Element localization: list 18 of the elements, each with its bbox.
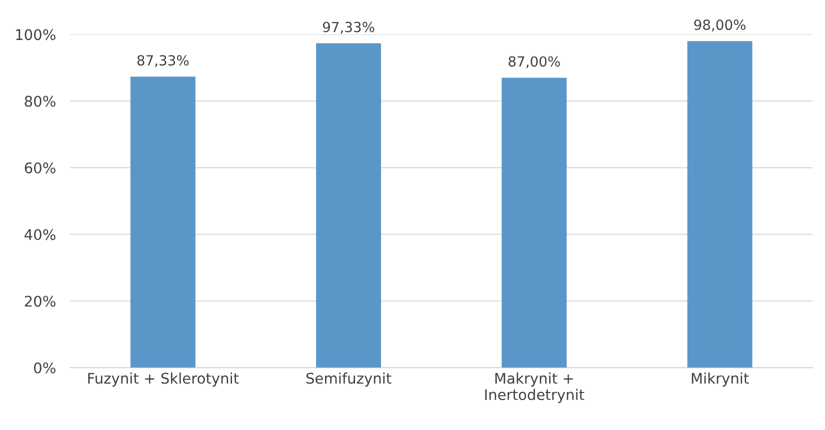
bar: [687, 41, 752, 368]
y-tick-label: 80%: [24, 96, 56, 107]
data-label: 97,33%: [322, 22, 374, 34]
bar: [130, 76, 196, 368]
bar: [502, 78, 567, 368]
x-tick-label: Semifuzynit: [306, 372, 392, 387]
data-label: 98,00%: [694, 20, 746, 32]
y-tick-label: 100%: [16, 29, 56, 40]
y-tick-label: 0%: [34, 362, 56, 374]
x-tick-label: Makrynit + Inertodetrynit: [485, 372, 584, 403]
data-label: 87,33%: [137, 55, 189, 68]
x-tick-label: Mikrynit: [692, 372, 749, 387]
bar: [316, 43, 382, 368]
y-tick-label: 40%: [24, 229, 56, 240]
y-tick-label: 20%: [24, 296, 56, 307]
x-tick-label: Fuzynit + Sklerotynit: [88, 372, 239, 387]
data-label: 87,00%: [508, 56, 560, 68]
y-tick-label: 60%: [24, 162, 56, 174]
